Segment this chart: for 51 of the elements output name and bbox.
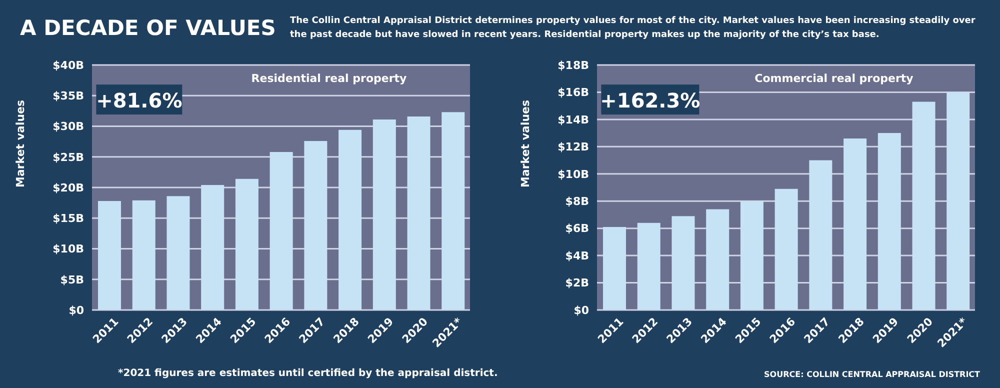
y-tick-label: $40B xyxy=(52,58,84,72)
y-tick-label: $18B xyxy=(558,58,589,72)
bar xyxy=(844,138,867,310)
y-axis-title: Market values xyxy=(14,99,27,188)
annotation: +162.3% xyxy=(600,88,700,113)
bar xyxy=(270,152,293,310)
y-tick-label: $15B xyxy=(52,212,84,226)
y-tick-label: $25B xyxy=(52,150,84,164)
y-tick-label: $8B xyxy=(565,195,589,208)
bar xyxy=(407,116,430,310)
y-tick-label: $14B xyxy=(558,113,589,126)
bar xyxy=(201,185,224,310)
y-tick-label: $10B xyxy=(558,168,589,181)
y-tick-label: $0 xyxy=(68,304,84,317)
bar xyxy=(912,102,936,310)
bar xyxy=(372,120,396,310)
y-tick-label: $4B xyxy=(565,249,589,262)
text: Commercial real property xyxy=(754,72,914,85)
y-tick-label: $35B xyxy=(52,90,84,103)
y-tick-label: $10B xyxy=(52,242,84,256)
y-tick-label: $2B xyxy=(565,276,589,290)
y-tick-label: $30B xyxy=(52,120,84,134)
bar xyxy=(637,222,660,310)
y-tick-label: $16B xyxy=(558,86,589,100)
bar xyxy=(809,160,832,310)
text: Residential real property xyxy=(251,72,407,85)
y-axis-title: Market values xyxy=(518,99,532,188)
y-tick-label: $6B xyxy=(565,222,589,236)
bar xyxy=(672,216,695,310)
text: A DECADE OF VALUES xyxy=(20,16,276,40)
bar xyxy=(338,130,362,310)
bar xyxy=(235,178,258,310)
y-tick-label: $5B xyxy=(60,273,84,286)
bar xyxy=(774,188,798,310)
source-note: SOURCE: COLLIN CENTRAL APPRAISAL DISTRICT xyxy=(764,370,980,379)
bar xyxy=(946,92,970,310)
bar xyxy=(304,140,328,310)
y-tick-label: $20B xyxy=(52,181,84,194)
bar xyxy=(740,201,764,310)
y-tick-label: $12B xyxy=(558,140,589,154)
bar xyxy=(442,112,465,310)
text: The Collin Central Appraisal District determines property values for most of the city. Market values have been increasing steadily over the past decade but have slowed in recent years. Residential property makes up the majority of the city’s tax base. xyxy=(290,15,976,42)
bar xyxy=(98,200,121,310)
bar xyxy=(878,133,901,310)
text: *2021 figures are estimates until certified by the appraisal district. xyxy=(118,368,498,379)
y-tick-label: $0 xyxy=(574,304,590,317)
bar xyxy=(603,226,626,310)
annotation: +81.6% xyxy=(96,88,182,113)
bar xyxy=(706,209,730,310)
bar xyxy=(132,200,156,310)
bar xyxy=(166,196,190,310)
